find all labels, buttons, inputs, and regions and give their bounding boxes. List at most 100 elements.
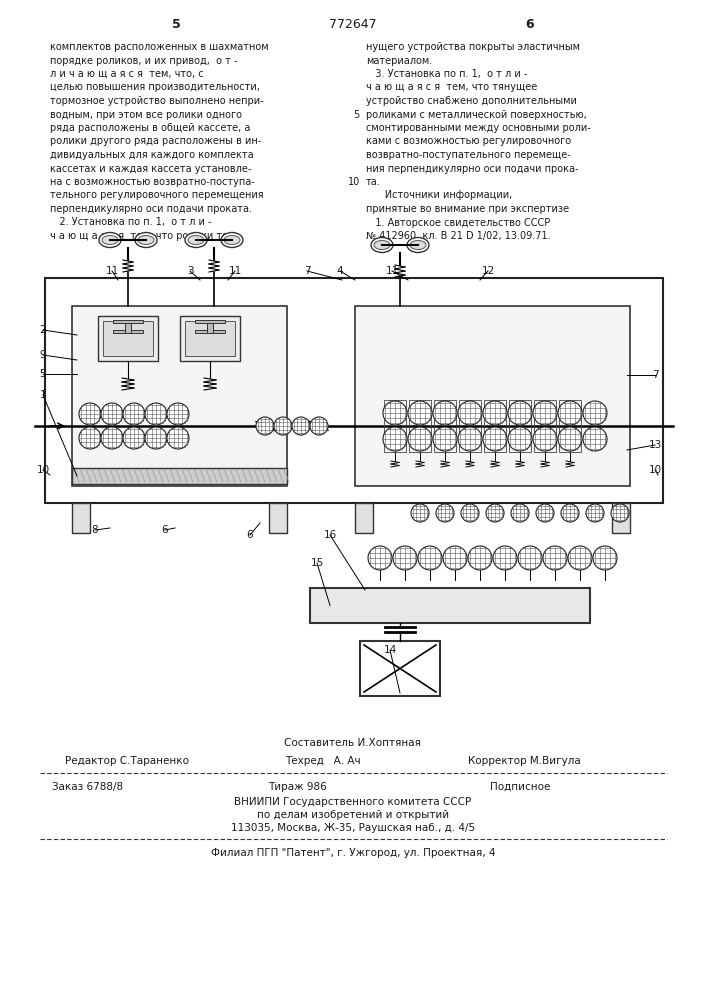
Circle shape [436,504,454,522]
Text: 9: 9 [40,350,47,360]
Bar [484,400,506,452]
Text: ч а ю щ а я с я  тем, что ролики тя-: ч а ю щ а я с я тем, что ролики тя- [50,231,231,241]
Circle shape [274,417,292,435]
Text: 14: 14 [383,645,397,655]
Text: № 412960, кл. В 21 D 1/02, 13.09.71.: № 412960, кл. В 21 D 1/02, 13.09.71. [366,231,551,241]
Circle shape [418,546,442,570]
Bar [310,588,590,623]
Text: ВНИИПИ Государственного комитета СССР: ВНИИПИ Государственного комитета СССР [235,797,472,807]
Text: по делам изобретений и открытий: по делам изобретений и открытий [257,810,449,820]
Text: 4: 4 [337,266,344,276]
Text: смонтированными между основными роли-: смонтированными между основными роли- [366,123,591,133]
Bar [559,400,581,452]
Text: Составитель И.Хоптяная: Составитель И.Хоптяная [284,738,421,748]
Text: 11: 11 [105,266,119,276]
Ellipse shape [102,235,118,244]
Text: 7: 7 [652,370,658,380]
Circle shape [486,504,504,522]
Circle shape [167,403,189,425]
Text: 5: 5 [172,18,180,31]
Ellipse shape [188,235,204,244]
Bar [72,306,287,486]
Ellipse shape [185,232,207,247]
Text: ками с возможностью регулировочного: ками с возможностью регулировочного [366,136,571,146]
Text: 10: 10 [348,177,360,187]
Text: 6: 6 [162,525,168,535]
Text: ряда расположены в общей кассете, а: ряда расположены в общей кассете, а [50,123,250,133]
Text: 7: 7 [304,266,310,276]
Bar [180,316,240,360]
Bar [269,503,287,533]
Circle shape [408,427,432,451]
Ellipse shape [407,237,429,252]
Text: комплектов расположенных в шахматном: комплектов расположенных в шахматном [50,42,269,52]
Bar [355,306,630,486]
Circle shape [123,427,145,449]
Bar [195,320,225,323]
Ellipse shape [99,232,121,247]
Text: 113035, Москва, Ж-35, Раушская наб., д. 4/5: 113035, Москва, Ж-35, Раушская наб., д. … [231,823,475,833]
Text: 11: 11 [228,266,242,276]
Circle shape [79,427,101,449]
Text: принятые во внимание при экспертизе: принятые во внимание при экспертизе [366,204,569,214]
Text: тормозное устройство выполнено непри-: тормозное устройство выполнено непри- [50,96,264,106]
Text: водным, при этом все ролики одного: водным, при этом все ролики одного [50,109,242,119]
Circle shape [583,401,607,425]
Text: 3. Установка по п. 1,  о т л и -: 3. Установка по п. 1, о т л и - [366,69,527,79]
Bar [72,503,90,533]
Bar [113,330,143,333]
Circle shape [558,401,582,425]
Ellipse shape [374,240,390,249]
Circle shape [383,401,407,425]
Circle shape [511,504,529,522]
Text: 2. Установка по п. 1,  о т л и -: 2. Установка по п. 1, о т л и - [50,218,211,228]
Circle shape [411,504,429,522]
Circle shape [256,417,274,435]
Ellipse shape [371,237,393,252]
Bar [103,320,153,356]
Text: 13: 13 [648,440,662,450]
Ellipse shape [224,235,240,244]
Bar [534,400,556,452]
Ellipse shape [221,232,243,247]
Circle shape [167,427,189,449]
Text: дивидуальных для каждого комплекта: дивидуальных для каждого комплекта [50,150,254,160]
Text: возвратно-поступательного перемеще-: возвратно-поступательного перемеще- [366,150,571,160]
Text: Источники информации,: Источники информации, [366,190,513,200]
Circle shape [443,546,467,570]
Circle shape [508,427,532,451]
Circle shape [583,427,607,451]
Bar [384,400,406,452]
Text: ролики другого ряда расположены в ин-: ролики другого ряда расположены в ин- [50,136,262,146]
Circle shape [468,546,492,570]
Circle shape [408,401,432,425]
Circle shape [458,427,482,451]
Circle shape [145,403,167,425]
Text: 8: 8 [92,525,98,535]
Circle shape [461,504,479,522]
Bar [612,503,630,533]
Circle shape [393,546,417,570]
Text: 772647: 772647 [329,18,377,31]
Circle shape [483,427,507,451]
Bar [434,400,456,452]
Bar [355,503,373,533]
Circle shape [568,546,592,570]
Circle shape [518,546,542,570]
Text: кассетах и каждая кассета установле-: кассетах и каждая кассета установле- [50,163,252,174]
Circle shape [483,401,507,425]
Text: 2: 2 [40,325,47,335]
Text: перпендикулярно оси подачи проката.: перпендикулярно оси подачи проката. [50,204,252,214]
Circle shape [383,427,407,451]
Circle shape [101,427,123,449]
Text: порядке роликов, и их привод,  о т -: порядке роликов, и их привод, о т - [50,55,238,66]
Text: 16: 16 [323,530,337,540]
Bar [185,320,235,356]
Text: 6: 6 [247,530,253,540]
Circle shape [508,401,532,425]
Ellipse shape [410,240,426,249]
Circle shape [292,417,310,435]
Circle shape [123,403,145,425]
Text: 15: 15 [310,558,324,568]
Circle shape [433,427,457,451]
